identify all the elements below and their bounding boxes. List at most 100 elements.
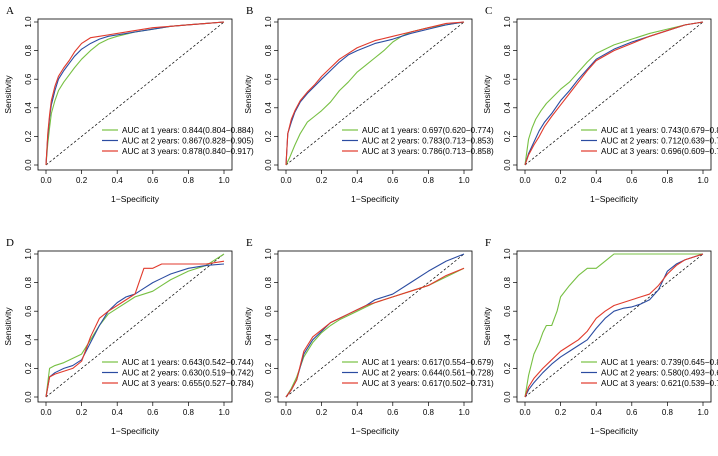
y-tick-label: 0.4	[24, 334, 33, 346]
roc-curve-2y	[45, 263, 225, 398]
x-tick-label: 0.0	[519, 176, 531, 185]
roc-curve-1y	[524, 21, 704, 166]
y-axis-label: Sensitivity	[482, 75, 492, 114]
roc-curve-1y	[285, 267, 465, 398]
y-tick-label: 1.0	[264, 248, 273, 260]
y-tick-label: 0.6	[503, 73, 512, 85]
x-tick-label: 1.0	[458, 408, 470, 417]
x-tick-label: 0.6	[626, 408, 638, 417]
legend-entry: AUC at 2 years: 0.783(0.713−0.853)	[362, 137, 494, 146]
x-tick-label: 0.6	[626, 176, 638, 185]
roc-curve-3y	[524, 21, 704, 166]
y-tick-label: 0.2	[24, 130, 33, 142]
x-tick-label: 0.8	[662, 408, 674, 417]
y-tick-label: 0.8	[264, 276, 273, 288]
panel-letter: E	[246, 237, 253, 249]
reference-diagonal	[45, 21, 225, 166]
y-tick-label: 0.2	[24, 362, 33, 374]
x-axis-label: 1−Specificity	[111, 194, 160, 204]
x-tick-label: 0.6	[147, 408, 159, 417]
roc-panel-e: E 0.0 0.2 0.4 0.6 0.8 1.0 0.0 0.2 0.4 0.6 0.8 1.0 1−S…	[243, 237, 494, 436]
y-tick-label: 0.4	[503, 334, 512, 346]
y-tick-label: 0.4	[264, 334, 273, 346]
plot-frame	[37, 18, 233, 171]
x-tick-label: 0.2	[316, 408, 328, 417]
x-tick-label: 0.8	[662, 176, 674, 185]
y-axis-label: Sensitivity	[3, 307, 13, 346]
roc-panel-c: C 0.0 0.2 0.4 0.6 0.8 1.0 0.0 0.2 0.4 0.6 0.8 1.0 1−S…	[482, 5, 718, 204]
plot-frame	[516, 250, 712, 403]
y-tick-label: 0.2	[264, 130, 273, 142]
roc-curve-3y	[524, 253, 704, 398]
y-tick-label: 0.4	[503, 102, 512, 114]
y-tick-label: 0.0	[264, 159, 273, 171]
y-tick-label: 0.0	[264, 391, 273, 403]
roc-curve-3y	[45, 21, 225, 166]
panel-letter: F	[485, 237, 491, 249]
x-tick-label: 0.8	[423, 176, 435, 185]
legend-entry: AUC at 1 years: 0.617(0.554−0.679)	[362, 358, 494, 367]
y-tick-label: 0.6	[264, 73, 273, 85]
x-tick-label: 0.2	[555, 408, 567, 417]
y-tick-label: 1.0	[264, 16, 273, 28]
y-tick-label: 0.0	[503, 391, 512, 403]
x-tick-label: 0.6	[147, 176, 159, 185]
y-tick-label: 0.6	[24, 305, 33, 317]
x-axis-label: 1−Specificity	[111, 426, 160, 436]
panel-letter: D	[6, 237, 14, 249]
x-tick-label: 0.6	[387, 408, 399, 417]
legend-entry: AUC at 1 years: 0.743(0.679−0.806)	[601, 126, 718, 135]
y-tick-label: 0.6	[503, 305, 512, 317]
legend-entry: AUC at 2 years: 0.867(0.828−0.905)	[122, 137, 254, 146]
y-tick-label: 0.0	[24, 159, 33, 171]
x-tick-label: 0.8	[183, 408, 195, 417]
legend-entry: AUC at 3 years: 0.786(0.713−0.858)	[362, 147, 494, 156]
roc-curve-3y	[285, 267, 465, 398]
x-tick-label: 0.4	[352, 176, 364, 185]
plot-frame	[516, 18, 712, 171]
legend-entry: AUC at 3 years: 0.655(0.527−0.784)	[122, 379, 254, 388]
x-tick-label: 1.0	[218, 176, 230, 185]
x-tick-label: 0.2	[76, 176, 88, 185]
reference-diagonal	[524, 253, 704, 398]
panel-letter: B	[246, 5, 253, 17]
y-tick-label: 0.8	[503, 44, 512, 56]
x-tick-label: 1.0	[218, 408, 230, 417]
legend-entry: AUC at 2 years: 0.644(0.561−0.728)	[362, 369, 494, 378]
reference-diagonal	[285, 253, 465, 398]
y-axis-label: Sensitivity	[482, 307, 492, 346]
y-tick-label: 0.8	[503, 276, 512, 288]
x-tick-label: 0.0	[280, 408, 292, 417]
x-tick-label: 0.4	[112, 176, 124, 185]
x-axis-label: 1−Specificity	[590, 426, 639, 436]
y-tick-label: 0.2	[503, 362, 512, 374]
x-tick-label: 1.0	[697, 176, 709, 185]
y-tick-label: 0.0	[503, 159, 512, 171]
panel-letter: A	[6, 5, 14, 17]
legend-entry: AUC at 2 years: 0.712(0.639−0.786)	[601, 137, 718, 146]
y-tick-label: 1.0	[503, 16, 512, 28]
x-axis-label: 1−Specificity	[351, 426, 400, 436]
x-tick-label: 0.2	[76, 408, 88, 417]
legend-entry: AUC at 3 years: 0.696(0.609−0.783)	[601, 147, 718, 156]
y-tick-label: 0.8	[24, 44, 33, 56]
x-axis-label: 1−Specificity	[351, 194, 400, 204]
plot-frame	[277, 18, 473, 171]
y-axis-label: Sensitivity	[243, 75, 253, 114]
x-tick-label: 1.0	[697, 408, 709, 417]
reference-diagonal	[45, 253, 225, 398]
legend-entry: AUC at 3 years: 0.878(0.840−0.917)	[122, 147, 254, 156]
y-tick-label: 0.6	[24, 73, 33, 85]
x-tick-label: 0.0	[519, 408, 531, 417]
reference-diagonal	[524, 21, 704, 166]
roc-curve-2y	[285, 21, 465, 166]
x-tick-label: 0.2	[316, 176, 328, 185]
x-tick-label: 0.2	[555, 176, 567, 185]
x-tick-label: 1.0	[458, 176, 470, 185]
x-tick-label: 0.0	[40, 408, 52, 417]
roc-curve-3y	[285, 21, 465, 166]
panel-letter: C	[485, 5, 492, 17]
roc-curve-3y	[45, 260, 225, 398]
legend-entry: AUC at 2 years: 0.580(0.493−0.666)	[601, 369, 718, 378]
y-tick-label: 0.8	[24, 276, 33, 288]
